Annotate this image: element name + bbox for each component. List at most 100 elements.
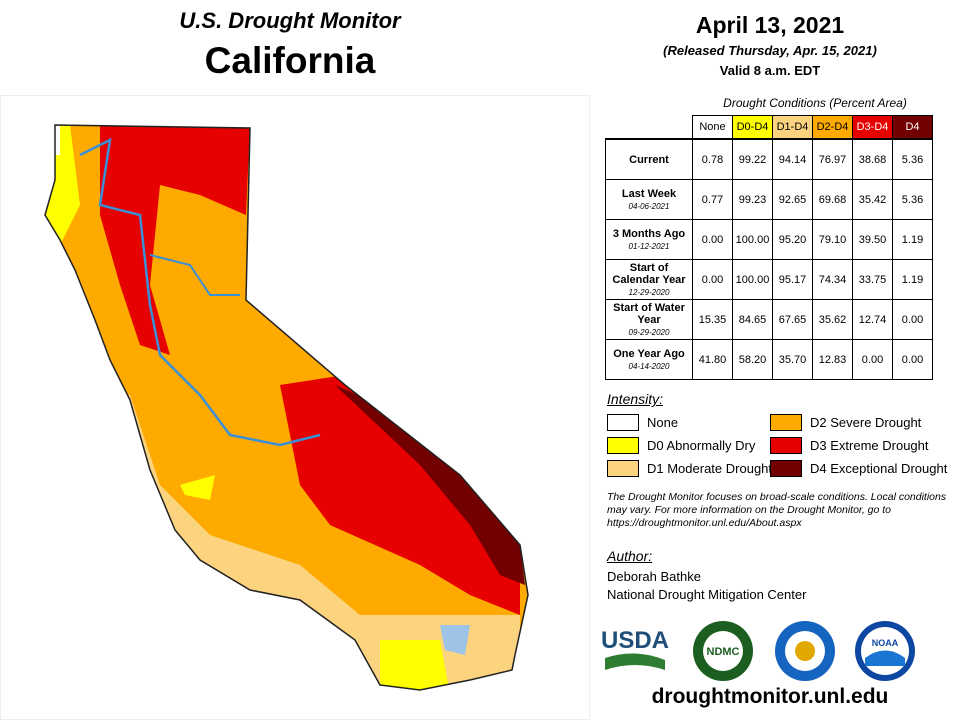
value-cell: 0.00 [892,299,933,340]
column-header: D0-D4 [732,115,773,140]
legend-item: None [607,414,678,431]
legend-item: D1 Moderate Drought [607,460,772,477]
valid: Valid 8 a.m. EDT [719,63,821,78]
row-label: One Year Ago 04-14-2020 [605,339,693,380]
stats-table: None D0-D4 D1-D4 D2-D4 D3-D4 D4 Current 0.78 99.… [605,115,933,380]
row: Start of Water Year 09-29-2020 15.35 84.65 6… [605,299,933,340]
value-cell: 1.19 [892,259,933,300]
author-name: Deborah Bathke [607,569,701,584]
row: Current 0.78 99.22 94.14 76.97 38.68 5.36 [605,138,933,180]
value-cell: 74.34 [812,259,853,300]
blank-cell [606,116,693,140]
value-cell: 35.62 [812,299,853,340]
map [0,95,590,720]
river [79,137,321,447]
ndmc-logo: NDMC [693,621,753,681]
column-header: None [692,115,733,140]
value-cell: 35.70 [772,339,813,380]
column-header: D4 [892,115,933,140]
region: California [204,40,376,81]
logo-text: USDA [601,627,669,654]
legend-label: D4 Exceptional Drought [810,461,948,476]
value-cell: 33.75 [852,259,893,300]
row: 3 Months Ago 01-12-2021 0.00 100.00 95.20 79.… [605,219,933,260]
value-cell: 100.00 [732,259,773,300]
value-cell: 0.77 [692,179,733,220]
legend-label: None [647,415,679,430]
value-cell: 99.22 [732,138,773,180]
value-cell: 0.00 [892,339,933,380]
row-label: Current [605,138,693,180]
row-label: Start of Water Year 09-29-2020 [605,299,693,340]
legend-swatch [770,414,802,431]
legend-label: D3 Extreme Drought [810,438,929,453]
row-title: Start of Water Year [613,302,685,326]
row-title: Current [629,153,669,166]
legend-label: D0 Abnormally Dry [647,438,756,453]
row-title: 3 Months Ago [612,228,686,240]
row-title: Last Week [621,188,677,200]
row-label: Start of Calendar Year 12-29-2020 [605,259,693,300]
legend-item: D0 Abnormally Dry [607,437,755,454]
logos: USDA NDMC NOAA [601,621,915,681]
author-org: National Drought Mitigation Center [607,587,807,602]
row-label: Last Week 04-06-2021 [605,179,693,220]
legend-swatch [770,437,802,454]
legend-swatch [607,414,639,431]
date: April 13, 2021 [695,12,845,38]
column-header: D3-D4 [852,115,893,140]
row: Last Week 04-06-2021 0.77 99.23 92.65 69.68 35… [605,179,933,220]
noaa-logo: NOAA [855,621,915,681]
value-cell: 76.97 [812,138,853,180]
value-cell: 12.74 [852,299,893,340]
url: droughtmonitor.unl.edu [651,685,889,708]
row-date: 01-12-2021 [628,242,670,251]
value-cell: 39.50 [852,219,893,260]
column-header: D1-D4 [772,115,813,140]
note: The Drought Monitor focuses on broad-sca… [607,491,947,529]
value-cell: 84.65 [732,299,773,340]
value-cell: 95.17 [772,259,813,300]
commerce-logo [775,621,835,681]
value-cell: 58.20 [732,339,773,380]
value-cell: 0.00 [852,339,893,380]
row-title: Start of Calendar Year [612,262,686,286]
title: U.S. Drought Monitor [179,8,401,33]
table-caption: Drought Conditions (Percent Area) [723,96,907,110]
value-cell: 0.00 [692,259,733,300]
value-cell: 67.65 [772,299,813,340]
value-cell: 1.19 [892,219,933,260]
value-cell: 99.23 [732,179,773,220]
row-label: 3 Months Ago 01-12-2021 [605,219,693,260]
row: Start of Calendar Year 12-29-2020 0.00 100.… [605,259,933,300]
row: One Year Ago 04-14-2020 41.80 58.20 35.70 12.… [605,339,933,380]
legend-item: D2 Severe Drought [770,414,921,431]
value-cell: 79.10 [812,219,853,260]
value-cell: 69.68 [812,179,853,220]
legend-title: Intensity: [607,391,664,407]
row-date: 09-29-2020 [628,328,670,337]
value-cell: 0.00 [692,219,733,260]
column-header: D2-D4 [812,115,853,140]
legend-swatch [770,460,802,477]
row-date: 12-29-2020 [628,288,670,297]
logo-text: NOAA [872,638,899,648]
row-title: One Year Ago [613,348,685,360]
value-cell: 95.20 [772,219,813,260]
usda-logo: USDA [601,627,669,670]
row-date: 04-14-2020 [628,362,670,371]
value-cell: 38.68 [852,138,893,180]
value-cell: 35.42 [852,179,893,220]
legend-swatch [607,460,639,477]
row-date: 04-06-2021 [628,202,670,211]
legend-swatch [607,437,639,454]
river [149,254,240,296]
released: (Released Thursday, Apr. 15, 2021) [663,43,877,58]
value-cell: 94.14 [772,138,813,180]
legend-item: D4 Exceptional Drought [770,460,947,477]
value-cell: 5.36 [892,179,933,220]
value-cell: 100.00 [732,219,773,260]
legend-item: D3 Extreme Drought [770,437,929,454]
value-cell: 0.78 [692,138,733,180]
